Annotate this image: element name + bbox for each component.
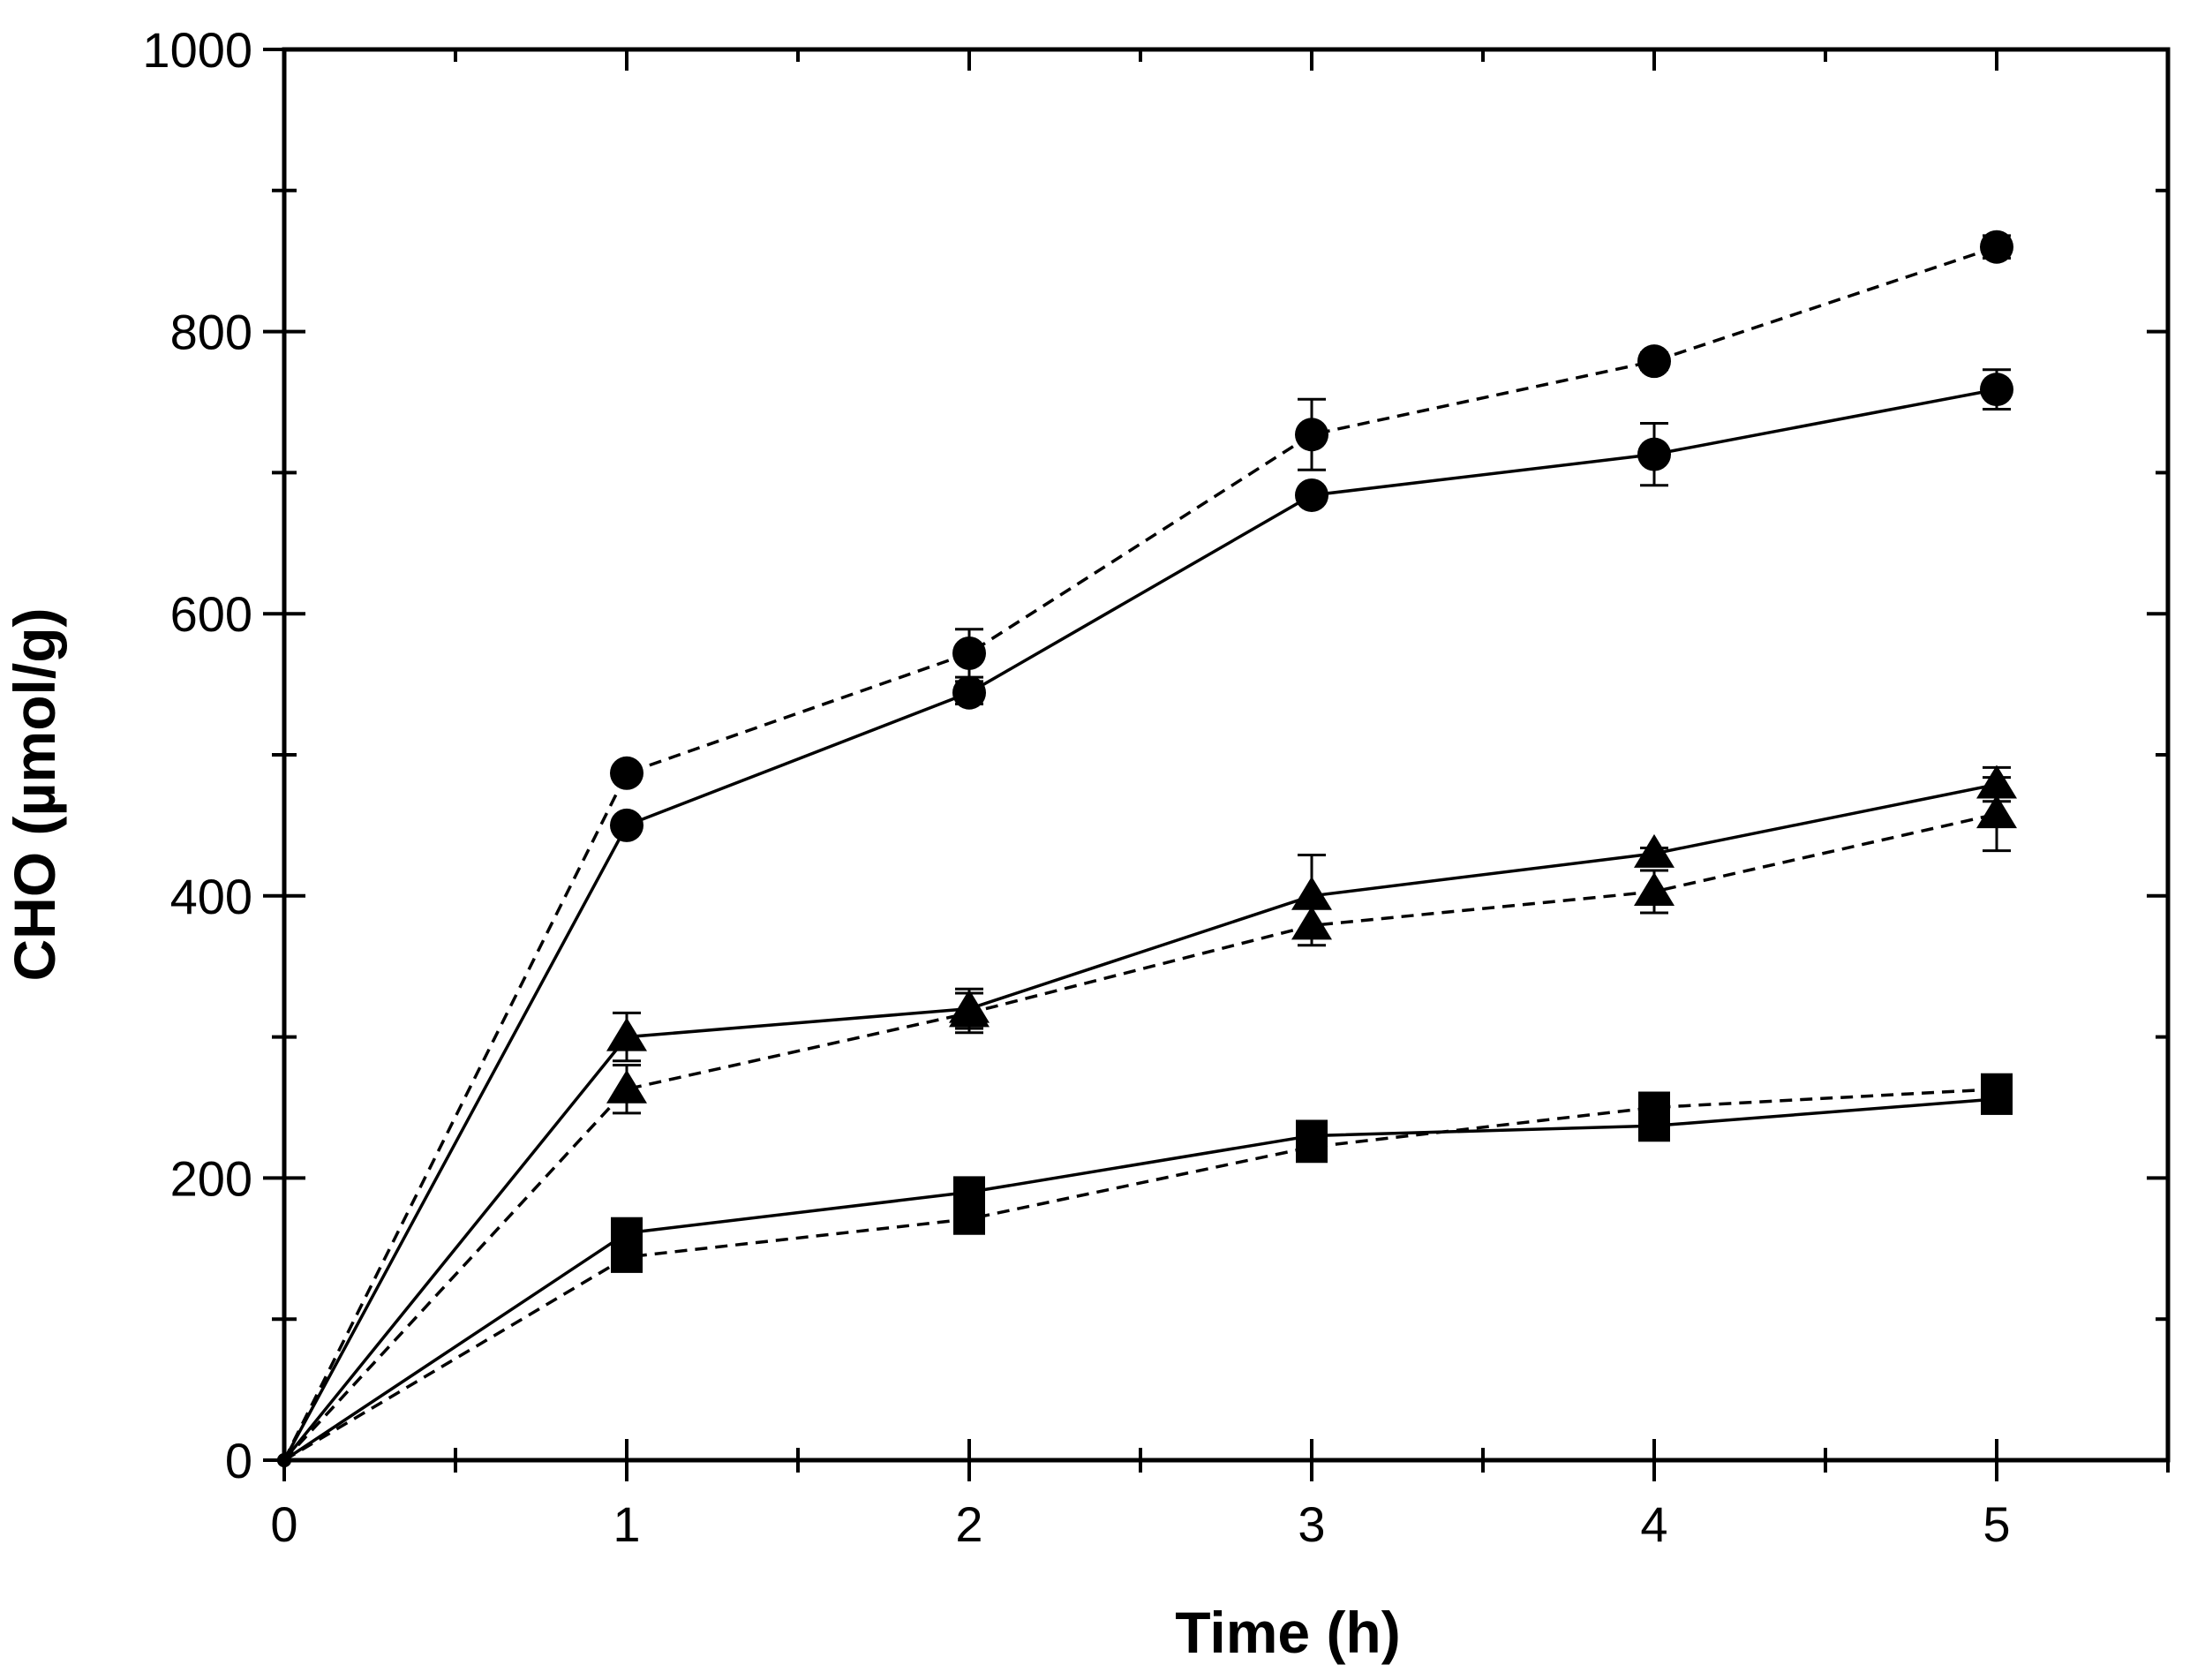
data-point-square [611,1240,643,1273]
tick-layer: 0 1 2 3 4 5 0 200 400 600 800 1000 [142,22,2170,1552]
x-tick-label: 5 [1983,1496,2010,1552]
x-axis-title: Time (h) [1175,1600,1400,1665]
data-point-circle [1980,230,2013,264]
y-tick-label: 400 [170,869,252,924]
data-point-square [1981,1073,2013,1105]
series-line-square-dashed [283,1087,1998,1462]
x-tick-label: 1 [613,1496,640,1552]
data-point-circle [952,675,986,710]
data-point-circle [1295,478,1328,512]
x-tick-label: 2 [955,1496,982,1552]
series-layer [282,245,1998,1462]
data-point-triangle [1634,872,1674,907]
data-point-triangle [1291,906,1332,940]
plot-frame [282,47,2171,1463]
data-point-square [953,1176,985,1209]
data-point-triangle [606,1069,647,1104]
marker-layer [277,230,2017,1467]
series-line-triangle-solid [282,782,1998,1462]
data-point-triangle [1976,795,2017,829]
y-tick-label: 600 [170,586,252,642]
data-point-triangle [1291,876,1332,910]
data-point-circle [1637,344,1671,379]
data-point-square [1638,1091,1670,1124]
series-line-triangle-dashed [282,812,1998,1462]
x-tick-label: 3 [1298,1496,1325,1552]
data-point-square [1296,1131,1328,1164]
data-point-circle [1637,437,1671,471]
data-point-circle [1295,418,1328,452]
data-point-triangle [1634,833,1674,868]
y-tick-label: 1000 [142,22,252,78]
y-axis-title: CHO (µmol/g) [2,608,67,982]
series-line-square-solid [283,1097,1998,1462]
x-tick-label: 4 [1640,1496,1667,1552]
y-tick-label: 800 [170,305,252,360]
data-point-circle [1980,373,2013,407]
data-point-triangle [949,993,990,1028]
x-tick-label: 0 [270,1496,297,1552]
data-point-triangle [606,1017,647,1051]
data-point-circle [610,808,643,842]
data-point-square [953,1202,985,1235]
y-tick-label: 200 [170,1150,252,1206]
data-point-circle [952,636,986,670]
series-line-circle-solid [282,388,1998,1461]
y-tick-label: 0 [225,1433,252,1488]
data-point-circle [610,756,643,790]
series-line-circle-dashed [282,245,1998,1461]
